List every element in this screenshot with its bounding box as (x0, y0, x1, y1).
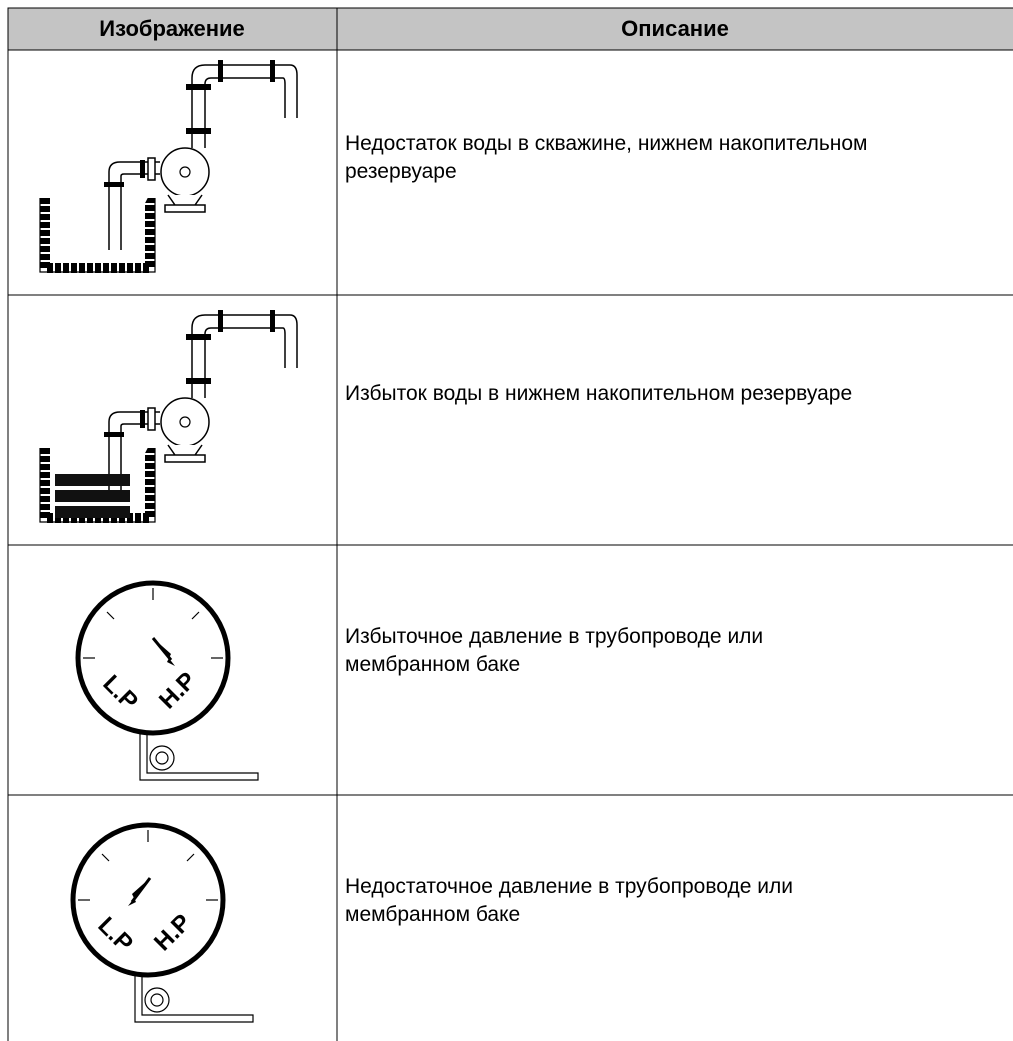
description: мембранном баке (345, 903, 520, 926)
pump-high-water (40, 310, 297, 522)
description: Избыток воды в нижнем накопительном резе… (345, 382, 852, 405)
table-grid (7, 8, 1013, 1041)
description: Недостаток воды в скважине, нижнем накоп… (345, 132, 868, 155)
header-image: Изображение (99, 16, 245, 41)
description: Избыточное давление в трубопроводе или (345, 625, 763, 648)
header-description: Описание (621, 16, 729, 41)
gauge-low: L.P H.P (73, 825, 253, 1022)
description: резервуаре (345, 160, 457, 183)
pump-low-water (40, 60, 297, 272)
description: Недостаточное давление в трубопроводе ил… (345, 875, 793, 898)
gauge-high: L.P H.P (78, 583, 258, 780)
description: мембранном баке (345, 653, 520, 676)
